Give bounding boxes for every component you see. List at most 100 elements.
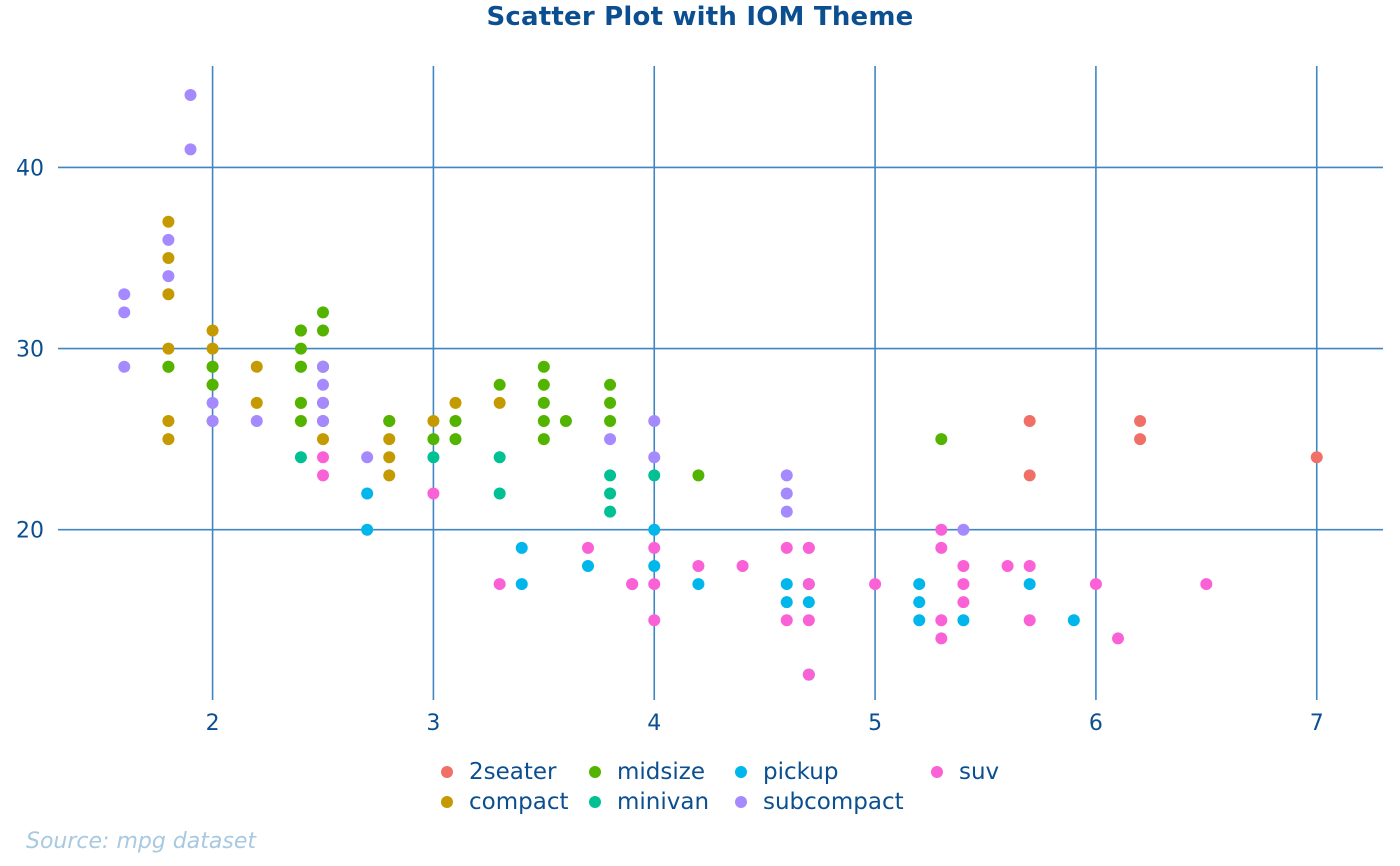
data-point-compact (162, 252, 175, 265)
data-point-pickup (361, 487, 374, 500)
legend-item-subcompact: subcompact (735, 787, 904, 817)
data-point-compact (162, 433, 175, 446)
data-point-suv (648, 541, 661, 554)
data-point-pickup (957, 614, 970, 627)
data-point-subcompact (118, 360, 131, 373)
data-point-minivan (648, 469, 661, 482)
x-tick-label: 5 (868, 711, 882, 736)
legend-swatch (441, 796, 453, 808)
data-point-midsize (294, 415, 307, 428)
data-point-suv (648, 614, 661, 627)
data-point-suv (780, 614, 793, 627)
data-point-suv (935, 523, 948, 536)
data-point-midsize (294, 342, 307, 355)
data-point-midsize (604, 396, 617, 409)
data-point-midsize (449, 415, 462, 428)
gridlines (58, 66, 1383, 700)
data-point-suv (802, 541, 815, 554)
data-point-midsize (162, 360, 175, 373)
data-point-subcompact (780, 469, 793, 482)
data-point-midsize (935, 433, 948, 446)
data-point-compact (383, 433, 396, 446)
data-point-pickup (780, 578, 793, 591)
legend-label: 2seater (469, 759, 557, 785)
legend-item-midsize: midsize (589, 757, 705, 787)
data-point-compact (162, 215, 175, 228)
data-point-pickup (780, 596, 793, 609)
x-tick-label: 3 (426, 711, 440, 736)
data-point-subcompact (118, 306, 131, 319)
data-point-suv (935, 614, 948, 627)
axis-tick-labels: 2 3 4 5 6 7 20 30 40 (16, 156, 1324, 736)
data-point-minivan (427, 451, 440, 464)
legend-item-suv: suv (931, 757, 999, 787)
data-point-suv (802, 614, 815, 627)
data-point-midsize (604, 415, 617, 428)
data-point-suv (1023, 559, 1036, 572)
data-point-2seater (1023, 415, 1036, 428)
data-point-pickup (648, 523, 661, 536)
legend-item-compact: compact (441, 787, 568, 817)
data-point-suv (1001, 559, 1014, 572)
data-point-subcompact (317, 396, 329, 409)
legend-swatch (589, 766, 601, 778)
data-point-suv (957, 559, 970, 572)
legend-item-pickup: pickup (735, 757, 838, 787)
data-point-subcompact (184, 88, 197, 101)
data-point-midsize (294, 324, 307, 337)
data-point-compact (250, 360, 263, 373)
data-point-pickup (515, 541, 528, 554)
data-point-midsize (294, 360, 307, 373)
data-point-compact (250, 396, 263, 409)
source-caption: Source: mpg dataset (26, 829, 256, 854)
legend: 2seater compact midsize minivan pickup subcom… (437, 757, 1077, 821)
data-point-compact (383, 451, 396, 464)
data-points (118, 88, 1323, 681)
data-point-pickup (692, 578, 705, 591)
data-point-subcompact (317, 415, 329, 428)
data-point-suv (957, 578, 970, 591)
data-point-midsize (317, 306, 329, 319)
data-point-pickup (1067, 614, 1080, 627)
data-point-suv (780, 541, 793, 554)
data-point-2seater (1134, 415, 1147, 428)
y-tick-label: 30 (16, 338, 44, 363)
data-point-suv (493, 578, 506, 591)
data-point-minivan (604, 487, 617, 500)
data-point-suv (736, 559, 749, 572)
data-point-pickup (648, 559, 661, 572)
data-point-suv (626, 578, 639, 591)
data-point-pickup (361, 523, 374, 536)
data-point-suv (957, 596, 970, 609)
data-point-pickup (913, 596, 926, 609)
data-point-pickup (802, 596, 815, 609)
data-point-minivan (493, 487, 506, 500)
data-point-suv (427, 487, 440, 500)
data-point-subcompact (162, 233, 175, 246)
data-point-subcompact (361, 451, 374, 464)
data-point-pickup (582, 559, 594, 572)
data-point-midsize (604, 378, 617, 391)
data-point-compact (493, 396, 506, 409)
data-point-midsize (537, 360, 550, 373)
legend-label: compact (469, 789, 569, 815)
data-point-midsize (206, 360, 219, 373)
data-point-midsize (537, 415, 550, 428)
data-point-midsize (317, 324, 329, 337)
data-point-suv (869, 578, 882, 591)
data-point-2seater (1023, 469, 1036, 482)
data-point-subcompact (118, 288, 131, 301)
data-point-compact (162, 288, 175, 301)
data-point-midsize (537, 378, 550, 391)
data-point-compact (162, 415, 175, 428)
data-point-compact (383, 469, 396, 482)
legend-item-2seater: 2seater (441, 757, 557, 787)
data-point-subcompact (317, 378, 329, 391)
legend-label: midsize (617, 759, 705, 785)
data-point-subcompact (604, 433, 617, 446)
data-point-suv (692, 559, 705, 572)
data-point-2seater (1310, 451, 1323, 464)
data-point-suv (582, 541, 594, 554)
data-point-midsize (537, 396, 550, 409)
data-point-compact (317, 433, 329, 446)
